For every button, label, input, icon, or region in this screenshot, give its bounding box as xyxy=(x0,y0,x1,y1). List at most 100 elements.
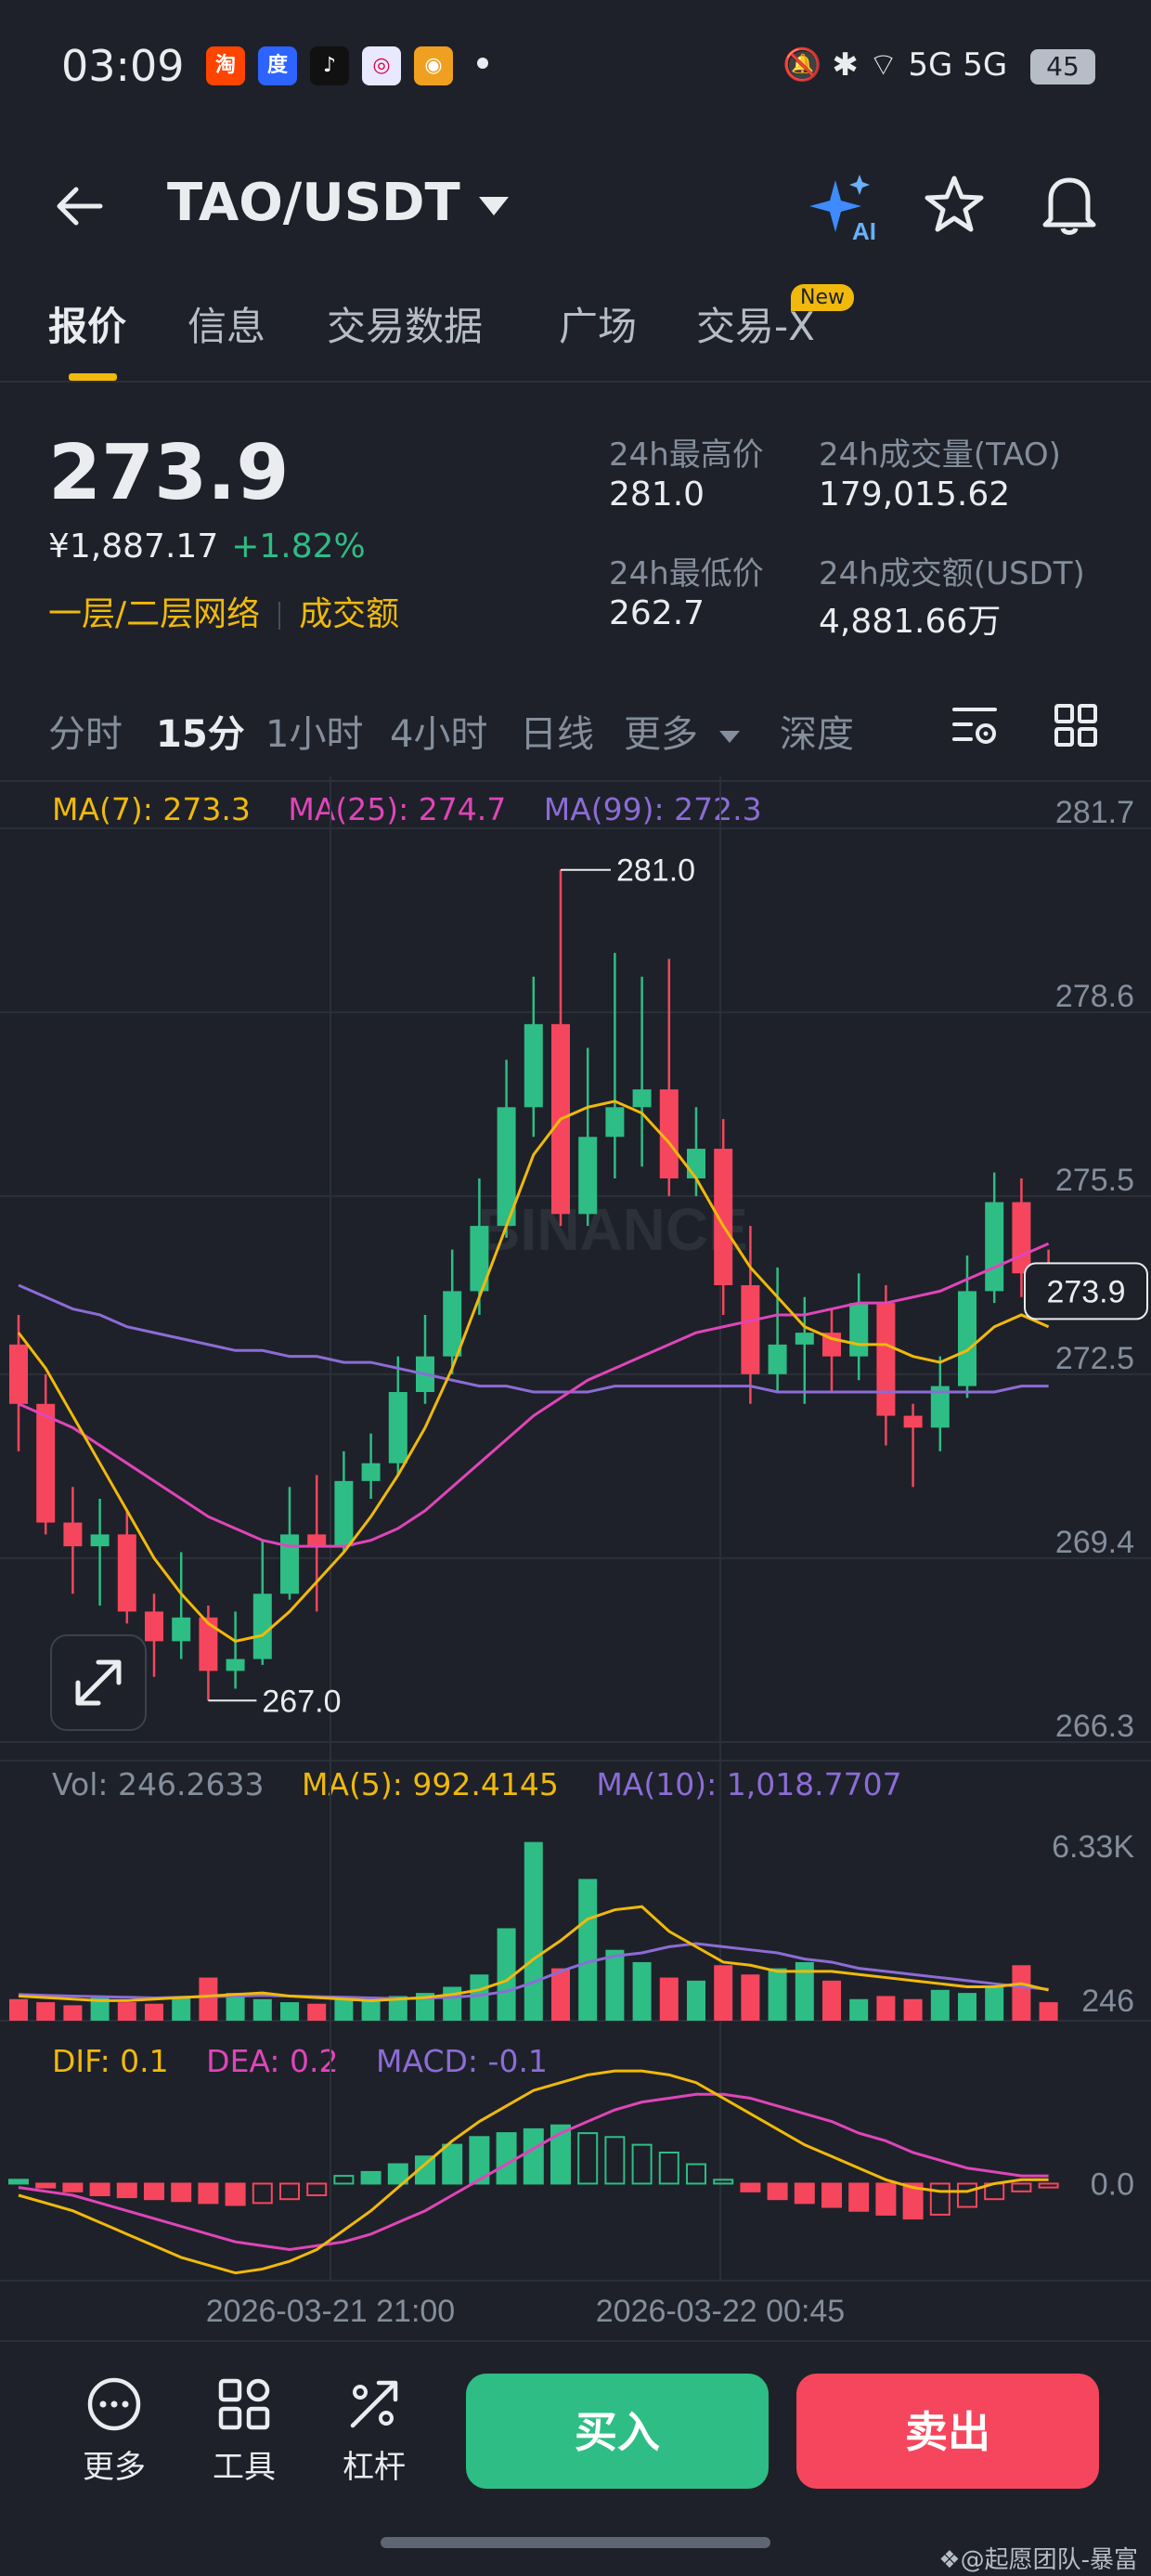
volume-bar xyxy=(659,1977,679,2021)
kline-chart[interactable]: BINANCE 281.7 278.6 275.5 272.5 269.4 266.3 28… xyxy=(0,776,1151,2340)
interval-daily[interactable]: 日线 xyxy=(520,713,594,756)
expand-icon xyxy=(75,1659,122,1706)
candle-body xyxy=(985,1202,1004,1292)
volume-bar xyxy=(578,1879,598,2021)
star-favorite-icon[interactable] xyxy=(923,173,986,236)
fullscreen-button[interactable] xyxy=(50,1634,147,1731)
candle-body xyxy=(443,1291,462,1357)
layout-grid-icon[interactable] xyxy=(1053,702,1099,748)
volume-bar xyxy=(443,1986,462,2021)
ma7-line xyxy=(17,1099,1050,1643)
macd-histogram-bar xyxy=(957,2182,977,2208)
sector-tag[interactable]: 一层/二层网络 xyxy=(48,595,261,633)
interval-more[interactable]: 更多 xyxy=(624,704,740,758)
stat-high-label: 24h最高价 xyxy=(609,436,764,474)
tab-info[interactable]: 信息 xyxy=(188,304,266,349)
volume-axis-label: 246 xyxy=(1081,1984,1134,2019)
ai-sparkle-icon[interactable]: AI xyxy=(808,171,882,245)
candle-body xyxy=(524,1023,543,1108)
chevron-down-icon xyxy=(718,730,740,743)
back-arrow-icon[interactable] xyxy=(52,178,108,234)
status-bar: 03:09 淘 度 ♪ ◎ ◉ 🔕 ✱ ⌔ 5G 5G 45 xyxy=(0,0,1151,139)
tab-quote[interactable]: 报价 xyxy=(48,304,127,349)
macd-histogram-bar xyxy=(848,2182,870,2212)
signal-icons: 🔕 ✱ ⌔ 5G 5G xyxy=(782,46,1008,84)
sell-button[interactable]: 卖出 xyxy=(796,2374,1099,2489)
macd-histogram-bar xyxy=(902,2182,924,2220)
tag-row: 一层/二层网络 成交额 xyxy=(48,587,399,635)
price-axis-label: 281.7 xyxy=(1055,795,1134,830)
tab-square[interactable]: 广场 xyxy=(559,304,638,349)
chart-settings-icon[interactable] xyxy=(951,702,999,750)
interval-15m[interactable]: 15分 xyxy=(156,713,245,756)
volume-bar xyxy=(63,2005,83,2021)
volume-bar xyxy=(768,1968,787,2021)
tab-trading-data[interactable]: 交易数据 xyxy=(327,304,484,349)
macd-histogram-bar xyxy=(1038,2182,1059,2189)
home-indicator[interactable] xyxy=(381,2537,770,2548)
more-button[interactable]: 更多 xyxy=(63,2375,165,2487)
volume-bar xyxy=(388,1996,407,2021)
new-badge: New xyxy=(791,284,854,311)
pair-name: TAO/USDT xyxy=(167,173,460,233)
app-icon: ◉ xyxy=(414,46,453,85)
volume-bar xyxy=(958,1993,976,2021)
candle-body xyxy=(903,1415,923,1428)
time-axis-label: 2026-03-22 00:45 xyxy=(596,2294,845,2329)
stat-turnover-label: 24h成交额(USDT) xyxy=(819,555,1085,592)
interval-depth[interactable]: 深度 xyxy=(780,713,854,756)
candle-body xyxy=(470,1226,489,1292)
bell-alert-icon[interactable] xyxy=(1038,171,1101,238)
macd-histogram-bar xyxy=(62,2182,84,2192)
candle-body xyxy=(958,1291,976,1386)
candle-body xyxy=(876,1303,896,1416)
vol-ma10-legend: MA(10): 1,018.7707 xyxy=(596,1766,902,1802)
macd-histogram-bar xyxy=(496,2132,517,2185)
interval-4h[interactable]: 4小时 xyxy=(390,713,488,756)
candle-body xyxy=(849,1303,869,1357)
candle-body xyxy=(714,1149,733,1285)
candle-body xyxy=(36,1403,56,1523)
volume-bar xyxy=(172,1996,191,2021)
ma25-legend: MA(25): 274.7 xyxy=(288,791,507,827)
candle-body xyxy=(361,1463,381,1481)
volume-bar xyxy=(551,1968,570,2021)
macd-histogram-bar xyxy=(767,2182,788,2201)
active-tab-indicator xyxy=(69,373,117,381)
vol-ma5-legend: MA(5): 992.4145 xyxy=(301,1766,559,1802)
turnover-tag[interactable]: 成交额 xyxy=(299,595,400,633)
macd-histogram-bar xyxy=(550,2124,571,2185)
buy-button[interactable]: 买入 xyxy=(466,2374,769,2489)
interval-timeshare[interactable]: 分时 xyxy=(48,713,123,756)
macd-histogram-bar xyxy=(306,2182,328,2197)
candle-body xyxy=(605,1107,625,1138)
macd-histogram-bar xyxy=(360,2170,382,2185)
candle-body xyxy=(172,1617,191,1642)
chevron-down-icon xyxy=(478,196,509,215)
volume-axis-label: 6.33K xyxy=(1052,1829,1134,1865)
volume-bar xyxy=(687,1980,705,2021)
volume-bar xyxy=(524,1841,543,2021)
tab-trade-x[interactable]: 交易-X xyxy=(696,304,815,349)
macd-histogram-bar xyxy=(1011,2182,1032,2192)
macd-histogram-bar xyxy=(171,2182,192,2203)
volume-bar xyxy=(741,1974,760,2021)
macd-histogram-bar xyxy=(523,2127,544,2185)
volume-bar xyxy=(416,1993,434,2021)
pair-selector[interactable]: TAO/USDT xyxy=(167,173,509,233)
volume-bar xyxy=(1012,1965,1031,2021)
interval-1h[interactable]: 1小时 xyxy=(265,713,364,756)
macd-histogram-bar xyxy=(929,2182,951,2216)
tools-button[interactable]: 工具 xyxy=(193,2375,295,2487)
volume-bar xyxy=(117,2002,136,2021)
macd-histogram-bar xyxy=(252,2182,273,2205)
leverage-button[interactable]: 杠杆 xyxy=(323,2375,425,2487)
source-watermark: ❖@起愿团队-暴富 xyxy=(938,2546,1138,2574)
macd-histogram-bar xyxy=(144,2182,164,2201)
macd-histogram-bar xyxy=(658,2152,679,2185)
macd-histogram-bar xyxy=(577,2132,599,2185)
macd-histogram-bar xyxy=(631,2143,653,2185)
vol-legend: Vol: 246.2633 xyxy=(52,1766,265,1802)
macd-histogram-bar xyxy=(821,2182,842,2208)
candle-body xyxy=(497,1107,516,1227)
